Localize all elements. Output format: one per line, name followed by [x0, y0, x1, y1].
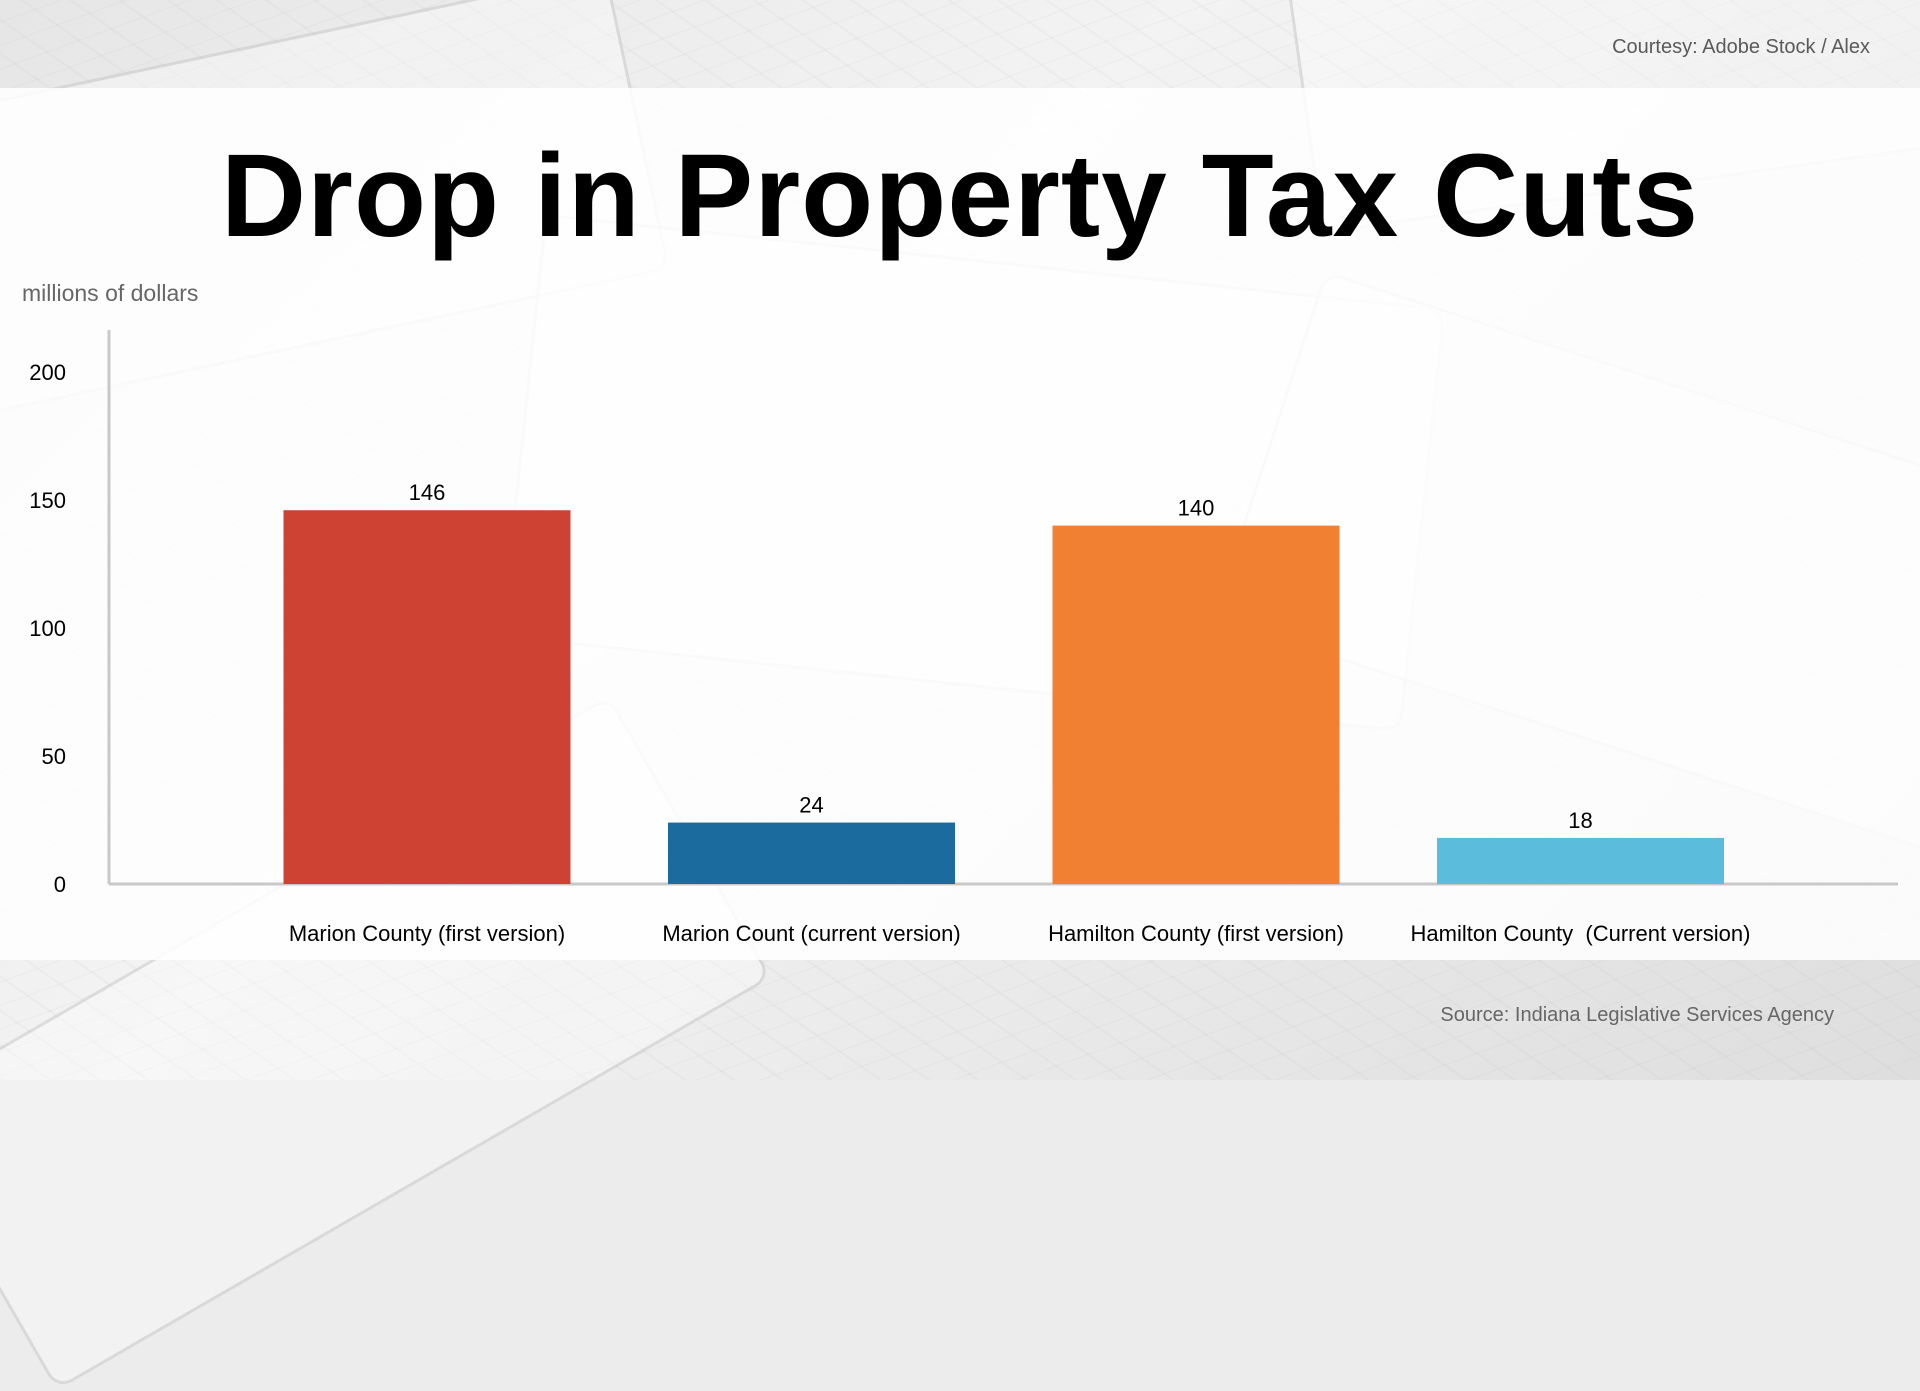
data-label: 24 — [799, 793, 823, 818]
source-credit: Source: Indiana Legislative Services Age… — [1440, 1004, 1834, 1026]
image-credit: Courtesy: Adobe Stock / Alex — [1612, 36, 1870, 58]
y-tick-label: 150 — [29, 488, 66, 513]
page-title: Drop in Property Tax Cuts — [220, 130, 1700, 262]
data-label: 140 — [1178, 496, 1215, 521]
y-tick-label: 200 — [29, 360, 66, 385]
x-category-label: Hamilton County (Current version) — [1411, 921, 1751, 946]
bar — [668, 822, 955, 884]
bar — [1437, 837, 1724, 884]
x-category-label: Hamilton County (first version) — [1048, 921, 1344, 946]
x-category-label: Marion County (first version) — [289, 921, 565, 946]
bar — [1052, 525, 1340, 884]
bar — [283, 510, 571, 884]
data-label: 18 — [1568, 808, 1592, 833]
x-category-label: Marion Count (current version) — [662, 921, 960, 946]
y-axis-label: millions of dollars — [22, 280, 199, 306]
bar-chart: 0 50 100 150 200 146 Marion County (first vers… — [29, 330, 1898, 946]
y-tick-label: 0 — [54, 872, 66, 897]
data-label: 146 — [409, 480, 446, 505]
y-tick-label: 50 — [42, 744, 66, 769]
y-tick-label: 100 — [29, 616, 66, 641]
